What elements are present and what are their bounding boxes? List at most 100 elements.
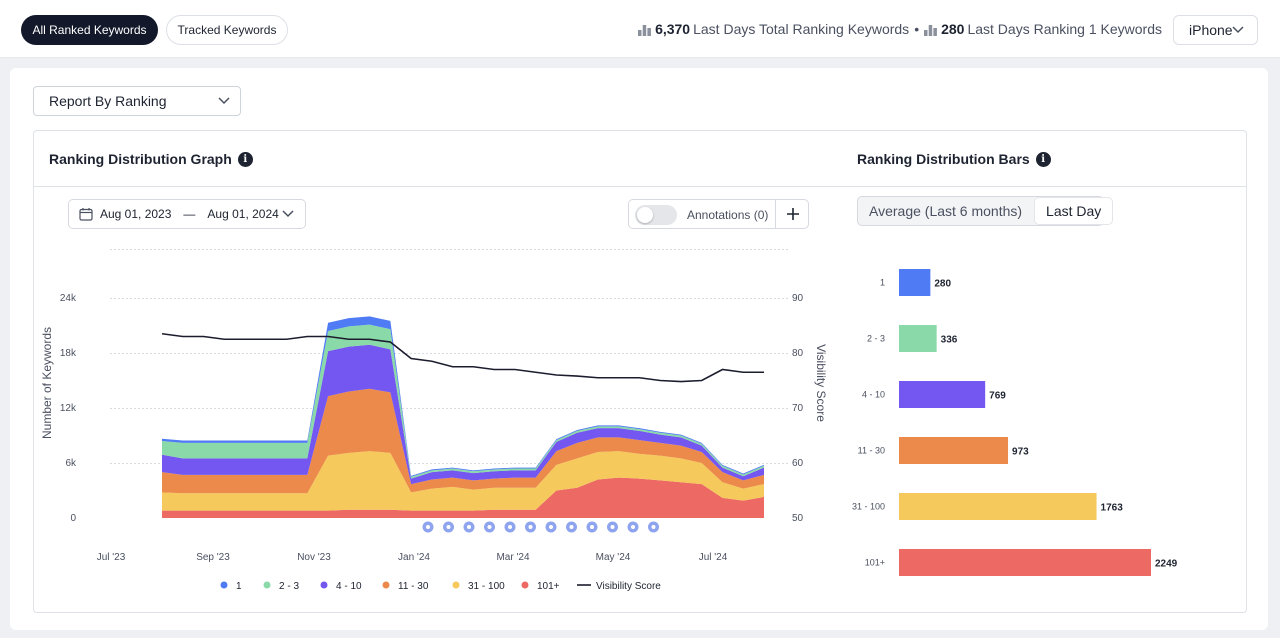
- bar-category-label-101: 101+: [865, 558, 885, 568]
- report-type-label: Report By Ranking: [49, 93, 167, 109]
- bars-title-text: Ranking Distribution Bars: [857, 151, 1030, 167]
- y2-tick-label: 90: [792, 293, 804, 304]
- tab-all-ranked-keywords[interactable]: All Ranked Keywords: [21, 15, 158, 45]
- bars-title: Ranking Distribution Bars i: [857, 151, 1051, 167]
- legend-label-11-30: 11 - 30: [398, 581, 429, 592]
- annotation-marker-center: [508, 525, 512, 529]
- bars-period-switch: Average (Last 6 months) Last Day: [857, 196, 1113, 226]
- legend-label-2-3: 2 - 3: [279, 581, 299, 592]
- y2-tick-label: 70: [792, 403, 804, 414]
- tab-tracked-keywords[interactable]: Tracked Keywords: [166, 15, 288, 45]
- x-tick-label: Jul '24: [699, 552, 728, 563]
- annotation-marker-center: [631, 525, 635, 529]
- x-tick-label: Sep '23: [196, 552, 230, 563]
- rank1-keywords-label: Last Days Ranking 1 Keywords: [967, 21, 1162, 37]
- chart-icon: [638, 24, 651, 36]
- info-icon[interactable]: i: [237, 151, 253, 167]
- info-icon[interactable]: i: [1035, 151, 1051, 167]
- legend-marker-1: [220, 581, 228, 589]
- annotation-marker-center: [610, 525, 615, 529]
- calendar-icon: [79, 208, 93, 221]
- legend-marker-2-3: [263, 581, 271, 589]
- bar-value-label-2-3: 336: [941, 335, 958, 346]
- bar-value-label-11-30: 973: [1012, 447, 1029, 458]
- area-rank-101: [162, 477, 764, 518]
- bar-rank-4-10: [899, 381, 986, 408]
- area-rank-11-30: [162, 388, 764, 494]
- bar-value-label-4-10: 769: [989, 391, 1006, 402]
- x-tick-label: Mar '24: [496, 552, 529, 563]
- date-from: Aug 01, 2023: [100, 207, 172, 221]
- annotation-marker-center: [590, 525, 594, 529]
- x-tick-label: Jul '23: [97, 552, 126, 563]
- visibility-score-line: [161, 332, 764, 383]
- bar-rank-31-100: [899, 493, 1097, 520]
- date-dash: —: [183, 207, 196, 221]
- date-to: Aug 01, 2024: [207, 207, 279, 221]
- annotation-marker-center: [569, 525, 574, 529]
- device-select[interactable]: iPhone: [1173, 15, 1258, 45]
- chevron-down-icon: [282, 210, 294, 218]
- y2-tick-label: 60: [792, 458, 804, 469]
- date-range-picker[interactable]: Aug 01, 2023 — Aug 01, 2024: [68, 199, 306, 229]
- chevron-down-icon: [218, 97, 230, 105]
- graph-title-text: Ranking Distribution Graph: [49, 151, 232, 167]
- y2-tick-label: 50: [792, 513, 804, 524]
- bar-rank-101: [899, 549, 1151, 576]
- legend-label-101: 101+: [537, 581, 560, 592]
- chevron-down-icon: [1232, 26, 1244, 34]
- add-annotation-button[interactable]: [776, 200, 809, 228]
- y2-tick-label: 80: [792, 348, 804, 359]
- option-average-6-months[interactable]: Average (Last 6 months): [869, 203, 1023, 219]
- y-tick-label: 0: [70, 513, 76, 524]
- legend-label-visibility-score: Visibility Score: [596, 581, 661, 592]
- x-tick-label: Jan '24: [398, 552, 430, 563]
- bar-value-label-101: 2249: [1155, 559, 1178, 570]
- legend-label-1: 1: [236, 581, 242, 592]
- graph-title: Ranking Distribution Graph i: [49, 151, 253, 167]
- annotation-marker-center: [467, 525, 471, 529]
- y-tick-label: 24k: [60, 293, 77, 304]
- legend-label-4-10: 4 - 10: [336, 581, 362, 592]
- annotation-marker-center: [549, 525, 553, 529]
- legend-marker-101: [521, 581, 529, 589]
- bar-rank-1: [899, 269, 931, 296]
- annotations-label: Annotations (0): [687, 208, 769, 222]
- area-rank-31-100: [162, 451, 764, 511]
- report-type-select[interactable]: Report By Ranking: [33, 86, 241, 116]
- annotations-toggle[interactable]: [635, 205, 677, 225]
- chart-icon: [924, 24, 937, 36]
- x-tick-label: Nov '23: [297, 552, 331, 563]
- annotations-control: Annotations (0): [628, 199, 809, 229]
- legend-marker-11-30: [382, 581, 390, 589]
- bar-category-label-11-30: 11 - 30: [858, 446, 885, 456]
- divider: [775, 200, 776, 228]
- annotation-marker-center: [446, 525, 451, 529]
- bar-category-label-4-10: 4 - 10: [862, 390, 885, 400]
- bar-rank-11-30: [899, 437, 1009, 464]
- bar-category-label-1: 1: [880, 278, 885, 288]
- x-tick-label: May '24: [596, 552, 631, 563]
- rank1-keywords-value: 280: [941, 21, 965, 37]
- total-keywords-label: Last Days Total Ranking Keywords: [693, 21, 910, 37]
- y-tick-label: 6k: [65, 458, 77, 469]
- bar-category-label-31-100: 31 - 100: [852, 502, 885, 512]
- bar-value-label-1: 280: [934, 279, 951, 290]
- bar-value-label-31-100: 1763: [1101, 503, 1124, 514]
- option-last-day[interactable]: Last Day: [1035, 198, 1113, 224]
- legend-marker-4-10: [320, 581, 328, 589]
- area-rank-4-10: [162, 344, 764, 485]
- annotation-marker-center: [426, 525, 430, 529]
- y-tick-label: 18k: [60, 348, 77, 359]
- bar-rank-2-3: [899, 325, 937, 352]
- legend-marker-31-100: [452, 581, 460, 589]
- legend-label-31-100: 31 - 100: [468, 581, 505, 592]
- bar-category-label-2-3: 2 - 3: [867, 334, 885, 344]
- top-bar: All Ranked Keywords Tracked Keywords 6,3…: [0, 0, 1280, 58]
- stats-separator: •: [914, 21, 920, 37]
- y-tick-label: 12k: [60, 403, 77, 414]
- total-keywords-value: 6,370: [655, 21, 691, 37]
- plus-icon: [786, 208, 799, 220]
